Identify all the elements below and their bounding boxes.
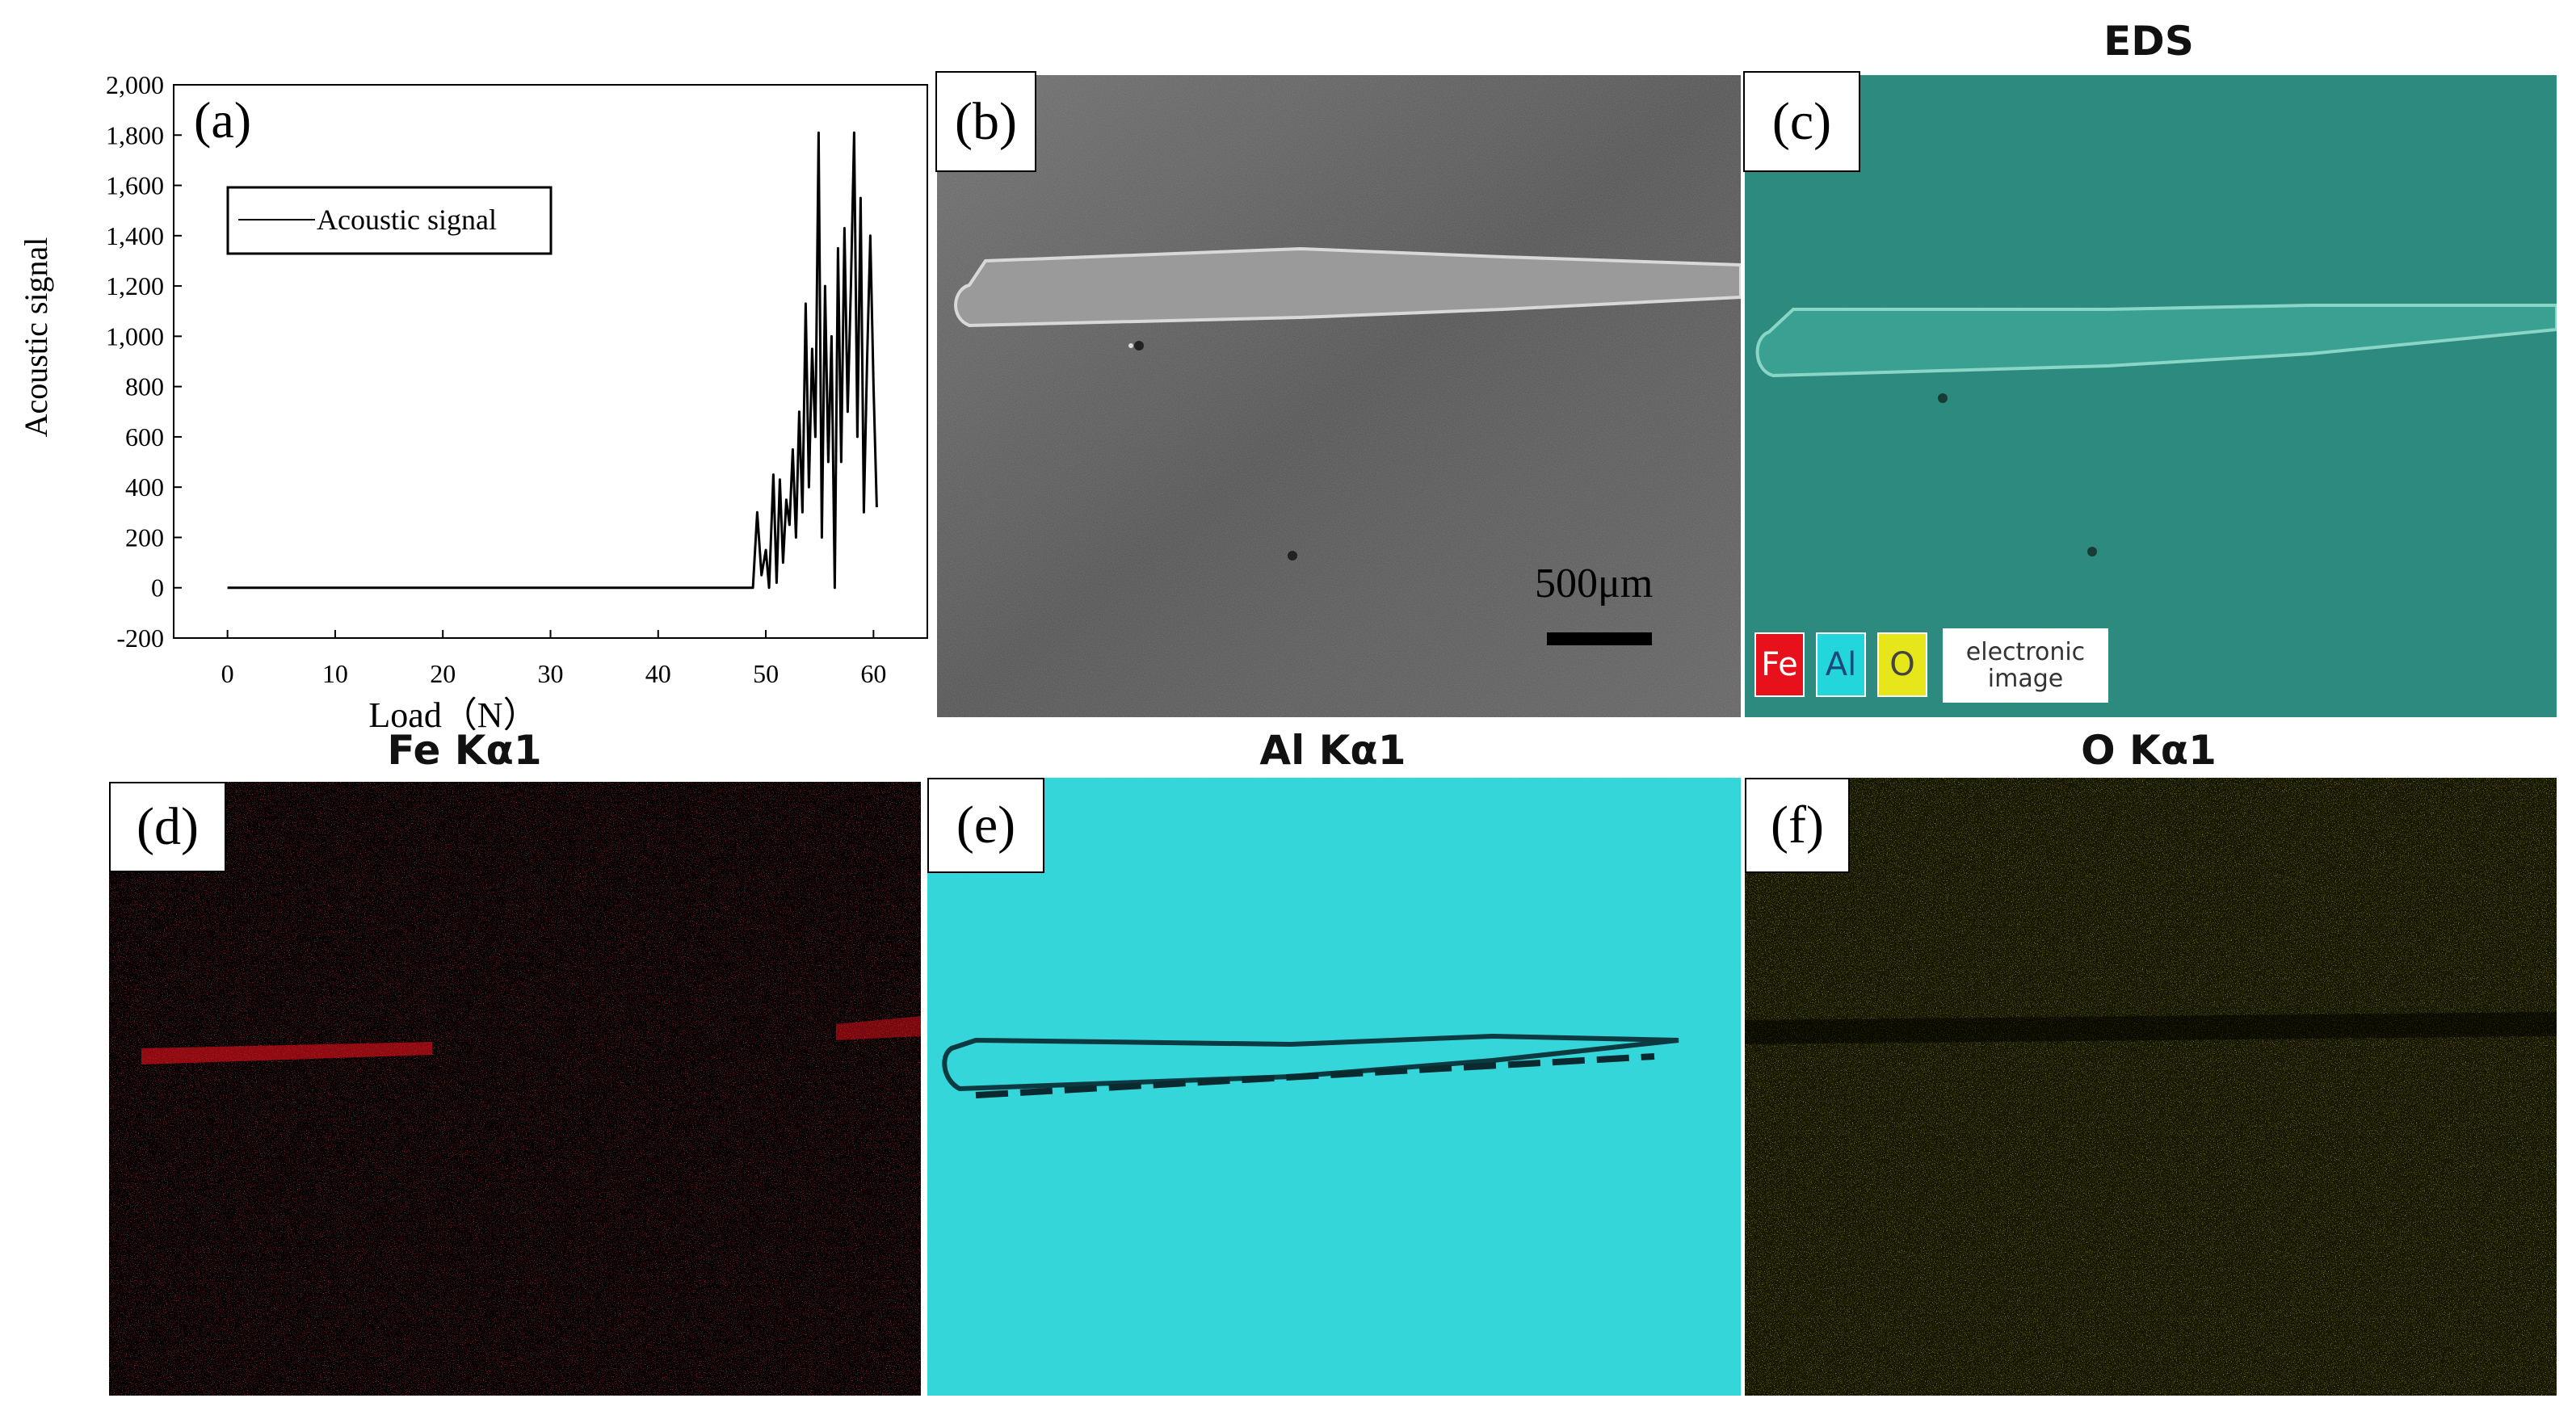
fe-map-title: Fe Kα1 [387,727,542,774]
x-tick-label: 30 [538,659,564,688]
al-map-panel [927,778,1741,1396]
y-tick-label: 1,200 [106,271,164,300]
y-tick-label: -200 [116,624,164,653]
eds-overlay-panel: Fe Al O electronic image [1745,75,2557,717]
al-map-title: Al Kα1 [1259,727,1406,774]
x-tick-label: 50 [753,659,779,688]
y-tick-label: 0 [151,573,164,603]
eds-title: EDS [2103,18,2194,65]
o-map-title: O Kα1 [2081,727,2217,774]
legend-electronic-image: electronic image [1943,628,2108,703]
x-tick-label: 10 [322,659,348,688]
y-tick-label: 400 [125,472,164,502]
o-map-image [1745,778,2557,1396]
panel-label-d: (d) [109,782,226,872]
legend-label: Acoustic signal [317,204,497,236]
x-tick-label: 0 [221,659,234,688]
eds-overlay-image [1745,75,2557,717]
panel-label-f: (f) [1745,778,1850,873]
panel-label-c: (c) [1743,71,1860,172]
panel-label-b: (b) [935,71,1036,172]
panel-label-e: (e) [927,778,1044,873]
fe-map-image [109,782,921,1396]
al-map-image [927,778,1741,1396]
acoustic-chart: -200 0 200 400 600 800 1,000 1,200 1,400 1,600 1,8… [0,48,937,735]
x-tick-label: 40 [645,659,671,688]
legend-o: O [1877,632,1927,697]
x-tick-label: 60 [860,659,886,688]
scale-bar [1547,632,1652,645]
y-tick-label: 1,600 [106,171,164,200]
panel-label-a: (a) [194,91,251,149]
plot-frame [173,84,928,639]
y-tick-label: 2,000 [106,70,164,99]
y-tick-label: 1,000 [106,321,164,351]
acoustic-chart-svg: -20002004006008001,0001,2001,4001,6001,8… [18,70,928,735]
series-line-acoustic-signal [227,131,878,590]
sem-image-panel: 500μm [937,75,1741,717]
fe-map-panel [109,782,921,1396]
x-axis-label: Load（N） [368,695,538,735]
y-tick-label: 1,800 [106,120,164,149]
scale-bar-label: 500μm [1535,561,1654,607]
o-map-panel [1745,778,2557,1396]
x-tick-label: 20 [430,659,456,688]
y-tick-label: 600 [125,422,164,451]
y-tick-label: 1,400 [106,221,164,250]
legend-fe: Fe [1754,632,1805,697]
legend-al: Al [1816,632,1866,697]
scratch-track [954,246,1741,328]
y-tick-label: 800 [125,372,164,401]
y-axis-label: Acoustic signal [18,237,54,438]
y-tick-label: 200 [125,523,164,552]
sem-image [937,75,1741,717]
